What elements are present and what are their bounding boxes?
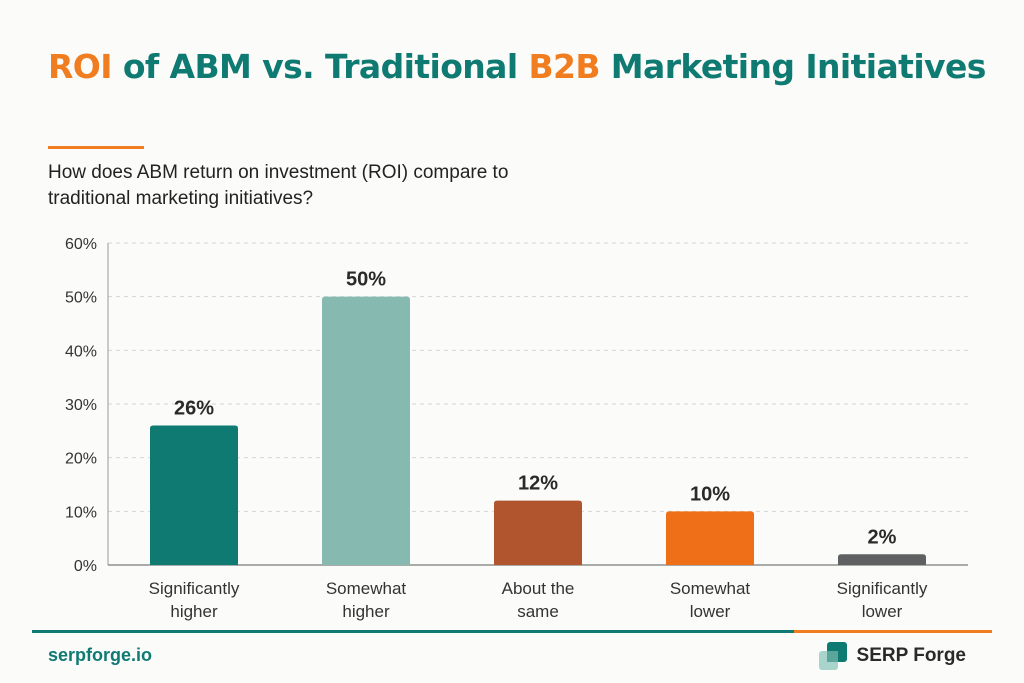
bar-value-label: 10% xyxy=(690,483,730,505)
serp-forge-logo-icon xyxy=(818,642,847,670)
bar-value-label: 50% xyxy=(346,269,386,291)
x-tick-label: Significantly xyxy=(837,579,928,598)
bar-value-label: 2% xyxy=(868,526,897,548)
y-tick-label: 0% xyxy=(74,558,97,575)
y-tick-label: 10% xyxy=(65,504,97,521)
x-tick-label: same xyxy=(517,602,559,621)
bar xyxy=(150,425,238,565)
y-tick-label: 40% xyxy=(65,343,97,360)
title-part-3: Marketing Initiatives xyxy=(599,47,987,86)
bar-value-label: 26% xyxy=(174,397,214,419)
bar xyxy=(322,296,410,565)
x-tick-label: Somewhat xyxy=(326,579,407,598)
chart-subtitle: How does ABM return on investment (ROI) … xyxy=(48,162,509,209)
title-underline xyxy=(48,146,144,149)
x-tick-label: Significantly xyxy=(149,579,240,598)
brand-name: SERP Forge xyxy=(856,645,966,666)
site-url[interactable]: serpforge.io xyxy=(48,645,153,665)
bar-value-label: 12% xyxy=(518,473,558,495)
y-tick-label: 20% xyxy=(65,451,97,468)
y-tick-label: 60% xyxy=(65,236,97,253)
y-tick-label: 30% xyxy=(65,397,97,414)
x-tick-label: higher xyxy=(342,602,390,621)
brand: SERP Forge xyxy=(818,642,966,670)
title-part-2: B2B xyxy=(528,47,600,86)
x-tick-label: Somewhat xyxy=(670,579,751,598)
title-part-0: ROI xyxy=(48,47,113,86)
x-tick-label: lower xyxy=(862,602,903,621)
x-tick-label: lower xyxy=(690,602,731,621)
bar xyxy=(666,511,754,565)
y-tick-label: 50% xyxy=(65,290,97,307)
bar xyxy=(494,500,582,565)
title-part-1: of ABM vs. Traditional xyxy=(111,47,529,86)
x-tick-label: higher xyxy=(170,602,218,621)
chart-title: ROI of ABM vs. Traditional B2B Marketing… xyxy=(48,42,986,92)
bar xyxy=(838,554,926,565)
footer-divider-teal xyxy=(32,630,794,633)
x-tick-label: About the xyxy=(502,579,575,598)
footer-divider-orange xyxy=(794,630,992,633)
